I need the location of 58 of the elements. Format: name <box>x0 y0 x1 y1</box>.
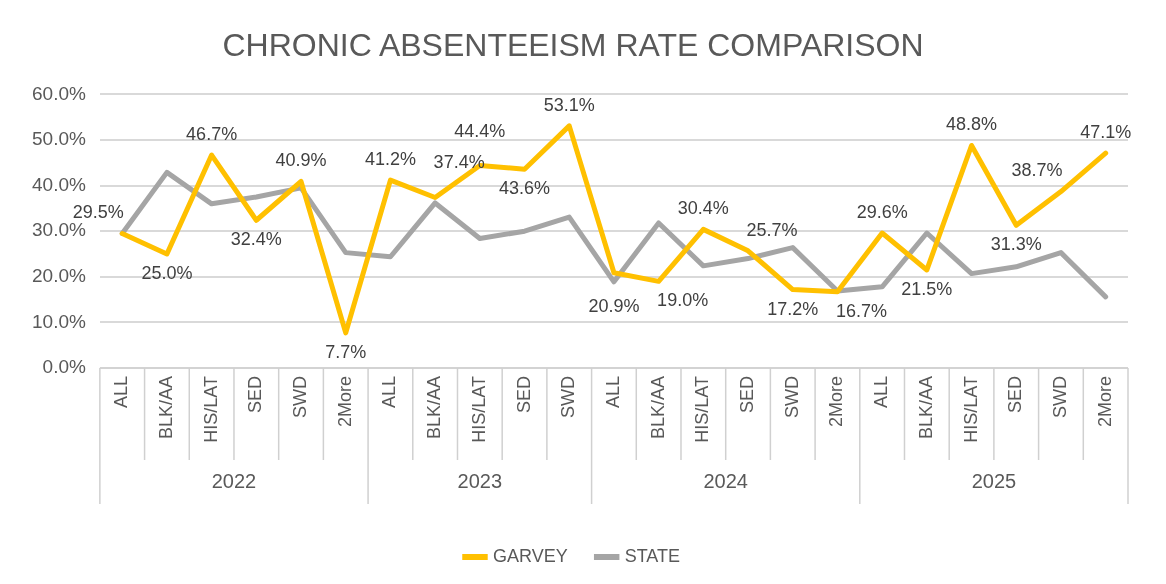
x-tick-label: 2More <box>334 376 355 428</box>
data-label: 38.7% <box>1011 160 1063 181</box>
y-tick-label: 10.0% <box>32 310 86 332</box>
data-label: 43.6% <box>499 178 551 199</box>
x-tick-label: HIS/LAT <box>468 376 489 443</box>
data-label: 48.8% <box>946 114 998 135</box>
data-label: 30.4% <box>677 198 729 219</box>
x-tick-label: ALL <box>602 376 623 409</box>
x-tick-label: BLK/AA <box>155 376 176 440</box>
text: 2025 <box>971 469 1017 492</box>
data-label: 21.5% <box>901 278 953 299</box>
x-tick-label: BLK/AA <box>424 376 445 440</box>
data-label: 29.6% <box>856 201 908 222</box>
x-tick-label: 2More <box>1094 376 1115 428</box>
x-tick-label: BLK/AA <box>647 376 668 440</box>
x-tick-label: 2More <box>826 376 847 428</box>
data-label: 20.9% <box>588 295 640 316</box>
y-tick-label: 60.0% <box>32 82 86 104</box>
x-tick-label: ALL <box>111 376 132 409</box>
x-tick-label: SWD <box>290 376 310 418</box>
data-label: 25.0% <box>141 262 193 283</box>
x-tick-label: SED <box>245 376 266 414</box>
x-tick-label: ALL <box>379 376 400 409</box>
x-tick-label: SWD <box>558 376 579 418</box>
y-tick-label: 0.0% <box>42 356 86 378</box>
data-label: 32.4% <box>230 229 282 250</box>
x-tick-label: BLK/AA <box>915 376 936 440</box>
x-tick-label: SWD <box>781 376 802 418</box>
x-tick-label: SED <box>737 376 758 414</box>
x-tick-label: HIS/LAT <box>692 376 713 443</box>
data-label: 53.1% <box>543 94 595 115</box>
chart-title: CHRONIC ABSENTEEISM RATE COMPARISON <box>222 27 924 64</box>
y-tick-label: 40.0% <box>32 173 86 195</box>
y-tick-label: 20.0% <box>32 265 86 287</box>
data-label: 19.0% <box>657 290 709 311</box>
data-label: 31.3% <box>990 234 1042 255</box>
data-label: 40.9% <box>275 150 327 171</box>
data-label: 46.7% <box>186 124 238 145</box>
text: 2023 <box>457 469 503 492</box>
text: 2024 <box>703 469 748 492</box>
data-label: 7.7% <box>325 341 367 362</box>
data-label: 37.4% <box>433 152 485 173</box>
data-label: 47.1% <box>1080 122 1132 143</box>
x-tick-label: HIS/LAT <box>200 376 221 443</box>
x-tick-label: SED <box>513 376 534 414</box>
y-tick-label: 50.0% <box>32 128 86 150</box>
x-tick-label: SWD <box>1049 376 1070 418</box>
data-label: 17.2% <box>767 298 819 319</box>
x-tick-label: SED <box>1005 376 1026 414</box>
text: 2022 <box>211 469 257 492</box>
legend-label: STATE <box>624 545 681 566</box>
data-label: 16.7% <box>835 300 887 321</box>
data-label: 25.7% <box>746 219 798 240</box>
data-label: 41.2% <box>364 149 416 170</box>
x-tick-label: ALL <box>871 376 892 409</box>
x-tick-label: HIS/LAT <box>960 376 981 443</box>
legend-label: GARVEY <box>492 545 568 566</box>
data-label: 44.4% <box>454 120 506 141</box>
